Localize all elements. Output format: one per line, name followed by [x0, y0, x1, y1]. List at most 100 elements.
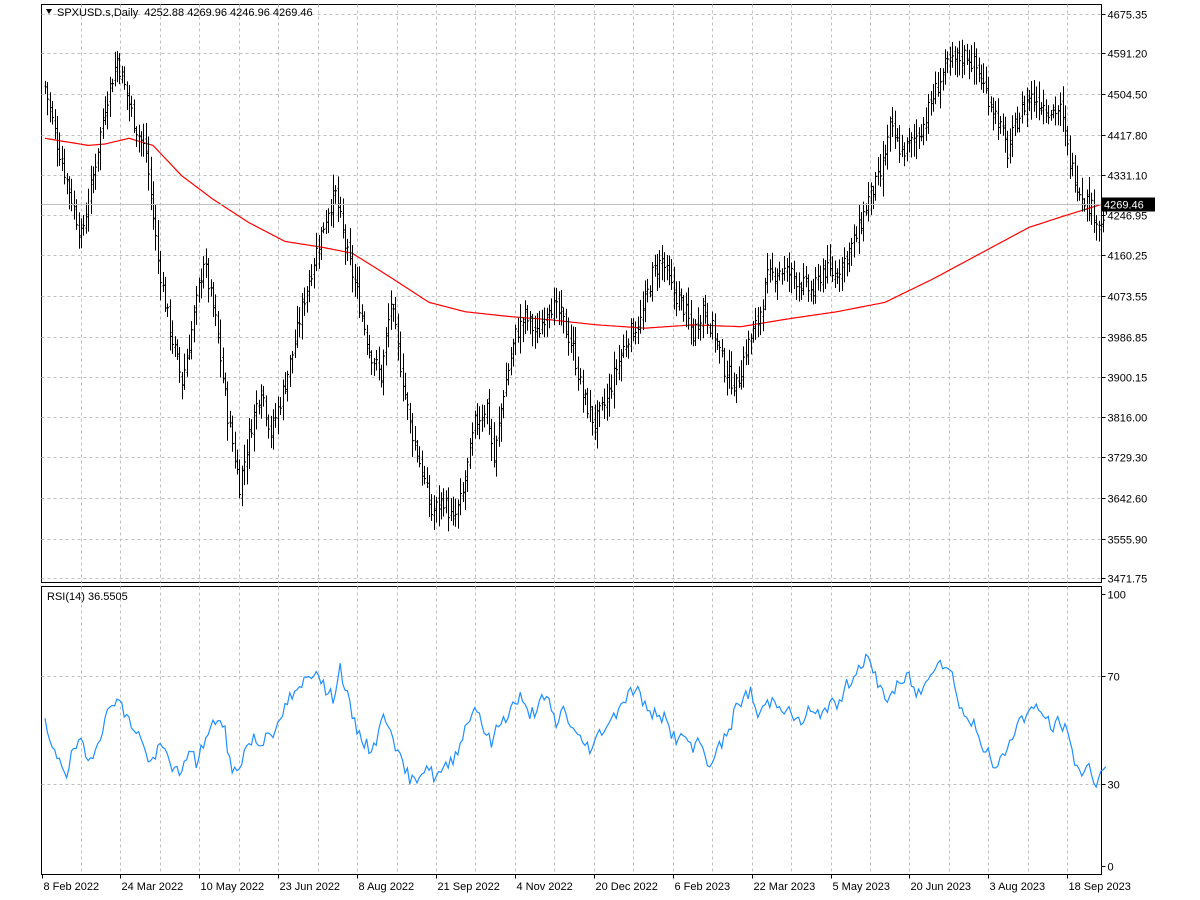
price-bar	[860, 212, 863, 235]
price-bar	[661, 245, 664, 281]
price-bar	[73, 190, 76, 220]
price-bar	[102, 108, 105, 139]
price-bar	[46, 82, 49, 116]
price-bar	[891, 107, 894, 138]
price-bar	[675, 281, 678, 317]
price-tick-label: 4504.50	[1108, 90, 1148, 102]
price-bar	[294, 329, 297, 359]
price-bar	[663, 252, 666, 283]
price-bar	[642, 291, 645, 331]
time-tick-label: 3 Aug 2023	[990, 881, 1046, 893]
price-bar	[414, 426, 417, 451]
price-bar	[265, 395, 268, 427]
time-tick-label: 20 Dec 2022	[596, 881, 658, 893]
price-bar	[346, 238, 349, 262]
price-bar	[906, 137, 909, 162]
price-bar	[483, 405, 486, 428]
price-tick-label: 3729.30	[1108, 453, 1148, 465]
price-bar	[517, 317, 520, 343]
rsi-panel[interactable]: 100 70 30 0 RSI(14) 36.5505	[41, 586, 1126, 875]
price-bar	[178, 346, 181, 383]
price-bar	[104, 96, 107, 126]
price-bar	[838, 259, 841, 292]
price-bar	[399, 331, 402, 378]
main-price-panel[interactable]: 4675.35 4591.20 4504.50 4417.80 4331.10 4246.…	[41, 4, 1156, 586]
price-bar	[301, 292, 304, 340]
price-bar	[577, 356, 580, 391]
price-bar	[498, 406, 501, 447]
price-bar	[548, 304, 551, 329]
price-bar	[303, 287, 306, 316]
price-bar	[296, 305, 299, 349]
price-bar	[1093, 189, 1096, 233]
price-tick-label: 4675.35	[1108, 10, 1148, 22]
rsi-tick-label: 100	[1108, 590, 1126, 602]
price-bar	[210, 279, 213, 297]
price-bar	[805, 266, 808, 288]
price-bar	[790, 262, 793, 294]
price-tick-label: 4417.80	[1108, 131, 1148, 143]
price-bar	[478, 406, 481, 440]
price-bar	[968, 49, 971, 80]
price-bar	[1045, 99, 1048, 124]
price-bar	[253, 404, 256, 452]
price-bar	[646, 278, 649, 303]
price-bar	[58, 132, 61, 166]
price-bar	[1059, 92, 1062, 127]
price-bar	[764, 277, 767, 311]
price-bar	[241, 465, 244, 507]
price-bar	[354, 263, 357, 297]
price-bar	[894, 110, 897, 149]
price-bar	[298, 307, 301, 338]
main-grid	[41, 4, 1102, 583]
price-bar	[915, 119, 918, 160]
price-bar	[644, 280, 647, 323]
price-bar	[973, 42, 976, 85]
time-tick-label: 8 Feb 2022	[44, 881, 100, 893]
time-tick-label: 23 Jun 2022	[280, 881, 341, 893]
price-bar	[812, 278, 815, 305]
price-bar	[750, 333, 753, 355]
price-bar	[435, 496, 438, 523]
price-bar	[728, 349, 731, 389]
price-bar	[195, 285, 198, 325]
price-bar	[742, 346, 745, 388]
price-bar	[1064, 105, 1067, 147]
price-bar	[164, 276, 167, 313]
price-bar	[982, 63, 985, 93]
price-bar	[558, 291, 561, 325]
price-bar	[270, 415, 273, 449]
price-bar	[606, 383, 609, 421]
price-bar	[920, 124, 923, 142]
price-bar	[927, 93, 930, 134]
price-bar	[733, 372, 736, 397]
price-bar	[735, 374, 738, 404]
price-bar	[738, 366, 741, 388]
price-bar	[922, 116, 925, 146]
price-bar	[579, 368, 582, 385]
price-bar	[442, 488, 445, 517]
price-bar	[1038, 81, 1041, 121]
price-bar	[339, 196, 342, 218]
price-bar	[774, 267, 777, 293]
price-bar	[322, 222, 325, 234]
price-bar	[862, 201, 865, 242]
price-bar	[490, 418, 493, 462]
triangle-down-icon[interactable]	[46, 9, 52, 14]
price-bar	[308, 270, 311, 303]
moving-average-layer	[44, 137, 1106, 329]
price-bar	[135, 126, 138, 148]
price-bar	[598, 401, 601, 427]
price-bar	[404, 372, 407, 400]
price-bar	[1014, 112, 1017, 137]
price-bar	[238, 459, 241, 499]
price-bar	[169, 299, 172, 351]
price-bar	[985, 66, 988, 94]
price-bar	[145, 122, 148, 163]
price-bar	[469, 437, 472, 469]
price-bar	[409, 402, 412, 434]
price-bar	[226, 381, 229, 441]
price-bar	[363, 311, 366, 336]
price-bar	[166, 303, 169, 318]
